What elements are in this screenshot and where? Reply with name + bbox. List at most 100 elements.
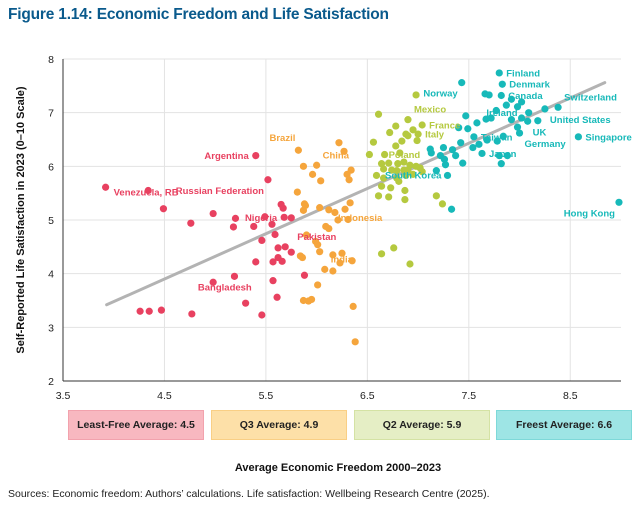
q3-point xyxy=(329,251,337,259)
least-free-point xyxy=(242,299,250,307)
q2-point xyxy=(392,142,400,150)
country-label: Finland xyxy=(506,68,540,79)
freest-point xyxy=(513,123,522,131)
least-free-point xyxy=(264,176,272,184)
least-free-point xyxy=(250,222,258,231)
q3-point xyxy=(347,166,355,174)
freest-point xyxy=(502,101,510,109)
least-free-point xyxy=(157,306,166,314)
q3-point xyxy=(299,162,308,170)
freest-point xyxy=(517,98,526,106)
q3-point xyxy=(299,206,308,214)
freest-point xyxy=(541,105,549,113)
q2-point xyxy=(365,150,373,159)
q2-point xyxy=(381,150,389,159)
freest-point xyxy=(507,116,516,124)
q3-point xyxy=(346,199,354,207)
q2-point xyxy=(374,110,383,118)
q3-point xyxy=(341,205,349,213)
q2-point xyxy=(372,171,381,180)
freest-point xyxy=(470,133,478,141)
q2-point xyxy=(385,193,393,201)
country-label: Germany xyxy=(525,139,567,150)
q3-point xyxy=(298,253,307,262)
freest-point xyxy=(439,143,448,152)
least-free-point xyxy=(230,272,239,280)
least-free-point xyxy=(144,186,152,195)
least-free-point xyxy=(271,230,279,239)
freest-point xyxy=(554,103,562,111)
q3-point xyxy=(316,248,324,256)
q2-point xyxy=(404,132,412,140)
q2-point xyxy=(377,250,386,258)
q3-average-badge: Q3 Average: 4.9 xyxy=(211,410,347,440)
q2-point xyxy=(418,121,426,129)
freest-point xyxy=(478,149,486,158)
least-free-point xyxy=(258,236,266,244)
q3-point xyxy=(302,231,311,239)
q3-point xyxy=(338,249,346,257)
freest-point xyxy=(498,80,506,88)
freest-average-badge: Freest Average: 6.6 xyxy=(496,410,632,440)
freest-point xyxy=(492,106,500,115)
country-label: France xyxy=(429,121,460,132)
freest-point xyxy=(517,114,526,122)
freest-point xyxy=(503,152,511,160)
q3-point xyxy=(314,241,322,249)
q2-point xyxy=(400,158,408,166)
q3-point xyxy=(351,338,359,346)
x-tick-label: 8.5 xyxy=(563,390,578,402)
q3-point xyxy=(314,281,322,289)
country-label: India xyxy=(331,254,354,265)
q2-point xyxy=(390,244,398,252)
freest-point xyxy=(497,160,505,168)
data-points xyxy=(102,69,623,346)
least-free-point xyxy=(252,152,260,160)
y-tick-label: 6 xyxy=(48,161,54,173)
freest-point xyxy=(495,69,503,77)
country-label: Ireland xyxy=(486,108,517,119)
least-free-point xyxy=(287,248,295,256)
x-tick-label: 4.5 xyxy=(157,390,172,402)
q3-point xyxy=(321,265,329,273)
q3-point xyxy=(316,204,324,212)
source-note: Sources: Economic freedom: Authors’ calc… xyxy=(8,488,490,500)
q3-point xyxy=(294,146,302,154)
q2-point xyxy=(409,126,417,134)
freest-point xyxy=(473,119,481,127)
freest-point xyxy=(525,109,533,117)
least-free-point xyxy=(269,277,277,285)
q3-point xyxy=(308,170,317,178)
q2-point xyxy=(404,116,412,124)
country-label: Russian Federation xyxy=(176,186,264,197)
country-label: Hong Kong xyxy=(564,208,615,219)
least-free-point xyxy=(187,219,195,227)
least-free-point xyxy=(209,278,217,286)
country-label: United States xyxy=(550,115,611,126)
country-label: Denmark xyxy=(509,80,550,91)
q2-point xyxy=(369,138,378,146)
freest-point xyxy=(513,103,522,111)
x-tick-label: 6.5 xyxy=(360,390,375,402)
q3-point xyxy=(335,139,343,147)
q2-point xyxy=(432,192,440,200)
y-tick-label: 8 xyxy=(48,54,54,66)
figure-title: Figure 1.14: Economic Freedom and Life S… xyxy=(8,6,389,23)
country-label: Nigeria xyxy=(245,213,278,224)
country-label: Canada xyxy=(508,91,543,102)
freest-point xyxy=(464,125,472,133)
country-label: Bangladesh xyxy=(198,282,252,293)
q2-point xyxy=(396,149,404,157)
q2-point xyxy=(412,91,420,99)
freest-point xyxy=(615,198,623,206)
x-axis-label: Average Economic Freedom 2000–2023 xyxy=(234,462,442,474)
freest-point xyxy=(524,117,532,125)
q2-point xyxy=(385,159,393,167)
q3-point xyxy=(329,267,337,275)
q2-point xyxy=(387,184,395,192)
q3-point xyxy=(348,257,356,265)
freest-point xyxy=(483,136,491,144)
q3-point xyxy=(313,161,321,169)
